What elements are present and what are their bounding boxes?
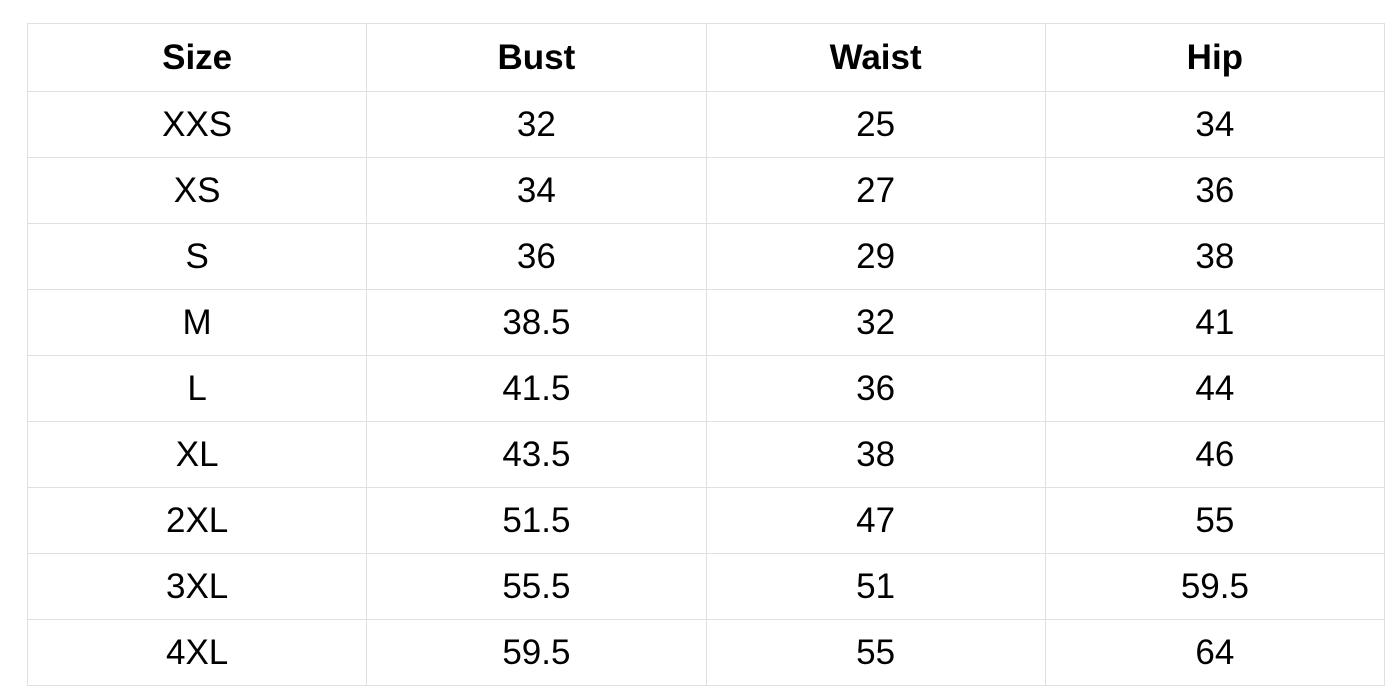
cell-waist: 32 bbox=[705, 289, 1046, 356]
cell-bust: 41.5 bbox=[366, 355, 707, 422]
header-row: Size Bust Waist Hip bbox=[26, 23, 1386, 92]
cell-hip: 38 bbox=[1044, 223, 1386, 290]
cell-bust: 34 bbox=[366, 157, 707, 224]
table-row: XXS 32 25 34 bbox=[26, 91, 1386, 158]
cell-hip: 64 bbox=[1044, 619, 1386, 686]
header-bust: Bust bbox=[366, 23, 707, 92]
cell-hip: 55 bbox=[1044, 487, 1386, 554]
cell-hip: 41 bbox=[1044, 289, 1386, 356]
cell-size: XS bbox=[26, 157, 368, 224]
cell-waist: 55 bbox=[705, 619, 1046, 686]
table-body: XXS 32 25 34 XS 34 27 36 S 36 29 38 M 38.5 32 41 L 41.5 36… bbox=[26, 91, 1386, 686]
cell-waist: 38 bbox=[705, 421, 1046, 488]
cell-size: L bbox=[26, 355, 368, 422]
cell-size: XXS bbox=[26, 91, 368, 158]
cell-hip: 36 bbox=[1044, 157, 1386, 224]
cell-bust: 55.5 bbox=[366, 553, 707, 620]
cell-waist: 25 bbox=[705, 91, 1046, 158]
cell-size: M bbox=[26, 289, 368, 356]
cell-bust: 51.5 bbox=[366, 487, 707, 554]
cell-size: S bbox=[26, 223, 368, 290]
cell-size: 2XL bbox=[26, 487, 368, 554]
header-waist: Waist bbox=[705, 23, 1046, 92]
table-row: L 41.5 36 44 bbox=[26, 355, 1386, 422]
table-row: XS 34 27 36 bbox=[26, 157, 1386, 224]
cell-bust: 32 bbox=[366, 91, 707, 158]
cell-bust: 43.5 bbox=[366, 421, 707, 488]
cell-bust: 36 bbox=[366, 223, 707, 290]
table-row: 3XL 55.5 51 59.5 bbox=[26, 553, 1386, 620]
cell-size: 3XL bbox=[26, 553, 368, 620]
table-row: 2XL 51.5 47 55 bbox=[26, 487, 1386, 554]
header-size: Size bbox=[26, 23, 368, 92]
cell-hip: 34 bbox=[1044, 91, 1386, 158]
table-row: S 36 29 38 bbox=[26, 223, 1386, 290]
cell-size: XL bbox=[26, 421, 368, 488]
size-chart-table: Size Bust Waist Hip XXS 32 25 34 XS 34 27 36 S 36… bbox=[26, 23, 1386, 686]
cell-bust: 38.5 bbox=[366, 289, 707, 356]
table-row: XL 43.5 38 46 bbox=[26, 421, 1386, 488]
cell-hip: 46 bbox=[1044, 421, 1386, 488]
cell-bust: 59.5 bbox=[366, 619, 707, 686]
cell-waist: 27 bbox=[705, 157, 1046, 224]
table-row: 4XL 59.5 55 64 bbox=[26, 619, 1386, 686]
header-hip: Hip bbox=[1044, 23, 1386, 92]
cell-hip: 59.5 bbox=[1044, 553, 1386, 620]
cell-size: 4XL bbox=[26, 619, 368, 686]
cell-hip: 44 bbox=[1044, 355, 1386, 422]
cell-waist: 51 bbox=[705, 553, 1046, 620]
cell-waist: 36 bbox=[705, 355, 1046, 422]
cell-waist: 29 bbox=[705, 223, 1046, 290]
cell-waist: 47 bbox=[705, 487, 1046, 554]
table-row: M 38.5 32 41 bbox=[26, 289, 1386, 356]
